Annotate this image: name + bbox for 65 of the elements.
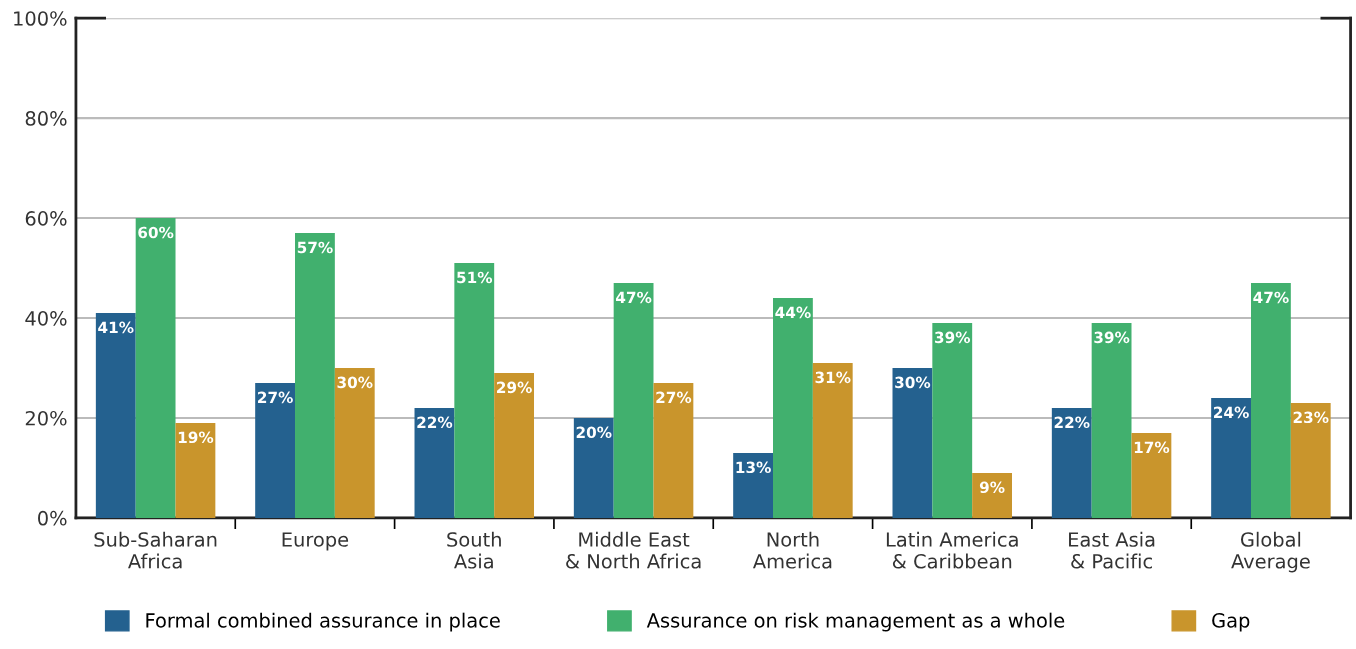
data-label: 22% [417, 416, 453, 429]
y-tick-label: 40% [25, 310, 67, 326]
data-label: 51% [457, 271, 493, 284]
legend-label: Assurance on risk management as a whole [646, 612, 1065, 632]
legend-label: Formal combined assurance in place [146, 612, 500, 632]
bar [175, 422, 216, 518]
data-label: 41% [98, 321, 134, 334]
bar [295, 233, 335, 518]
data-label: 20% [576, 426, 612, 439]
data-label: 39% [1094, 331, 1130, 344]
x-tick-label: South Asia [447, 531, 501, 569]
data-label: 27% [258, 391, 293, 404]
bar [414, 407, 455, 518]
bar [1250, 283, 1291, 518]
data-label: 44% [775, 306, 811, 319]
y-tick-label: 20% [25, 410, 67, 426]
bar [812, 362, 853, 518]
bar [255, 382, 296, 518]
bar [573, 417, 614, 518]
x-tick-label: Global Average [1231, 531, 1310, 573]
x-tick-label: Sub-Saharan Africa [94, 531, 217, 569]
data-label: 24% [1214, 406, 1249, 419]
bar [494, 372, 535, 518]
data-label: 47% [615, 291, 652, 304]
data-label: 31% [815, 371, 851, 384]
data-label: 30% [337, 376, 373, 389]
bar [613, 283, 654, 518]
bar [972, 472, 1012, 518]
x-tick-label: North America [752, 531, 832, 569]
x-tick-label: Middle East & North Africa [566, 531, 701, 569]
bar [95, 313, 136, 518]
bar [1051, 407, 1092, 518]
bar [135, 218, 176, 518]
y-tick-label: 60% [25, 211, 67, 226]
data-label: 27% [656, 391, 692, 404]
bar [454, 263, 495, 518]
x-tick-label: East Asia & Pacific [1069, 531, 1155, 569]
x-tick-label: Latin America & Caribbean [886, 531, 1018, 569]
data-label: 17% [1134, 441, 1170, 454]
bar [653, 382, 694, 518]
data-label: 22% [1054, 416, 1090, 429]
data-label: 9% [979, 481, 1005, 494]
data-label: 23% [1293, 411, 1329, 424]
bar [1211, 397, 1251, 518]
bar [892, 367, 933, 518]
data-label: 30% [895, 376, 931, 389]
bar [1131, 432, 1172, 518]
data-label: 39% [934, 331, 971, 344]
bar [1290, 402, 1331, 518]
data-label: 57% [297, 241, 333, 254]
bar [773, 298, 813, 518]
data-label: 60% [138, 226, 174, 239]
data-label: 29% [497, 381, 532, 394]
y-tick-label: 80% [25, 111, 67, 126]
bar [334, 367, 375, 518]
bar [1091, 323, 1132, 518]
data-label: 13% [736, 461, 771, 474]
bar [932, 323, 973, 518]
data-label: 47% [1253, 291, 1289, 304]
legend-label: Gap [1212, 613, 1250, 632]
y-tick-label: 0% [38, 510, 67, 526]
y-tick-label: 100% [14, 11, 67, 26]
data-label: 19% [178, 431, 214, 444]
x-tick-label: Europe [282, 532, 349, 551]
bar [733, 452, 773, 518]
